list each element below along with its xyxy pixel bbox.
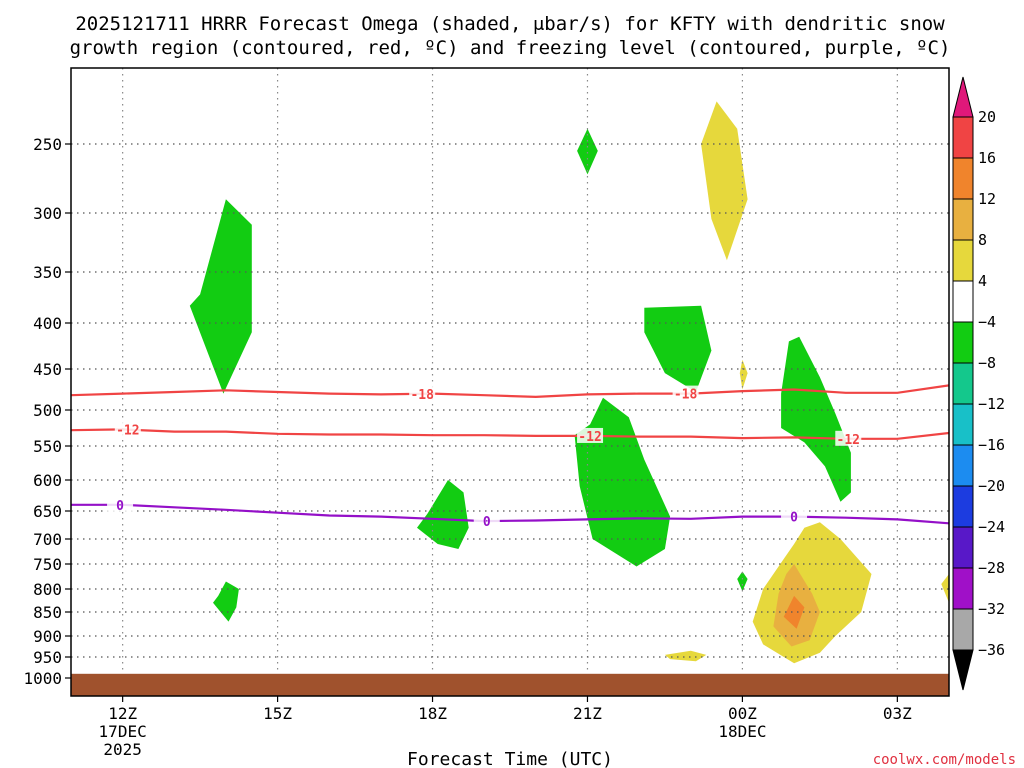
colorbar: 20 16 12 8 4 −4 −8 −12 −16 −20 −24 −28 −32 −36 [952, 76, 1005, 691]
x-tick-date-label: 17DEC [99, 722, 147, 741]
y-tick-label: 800 [33, 580, 62, 599]
colorbar-label: −20 [978, 477, 1005, 495]
contour-label-bg [114, 421, 141, 437]
contour-label-bg [473, 513, 500, 529]
colorbar-swatch [952, 239, 974, 282]
colorbar-swatch [952, 280, 974, 323]
omega-shade-region-9 [701, 101, 748, 261]
contour-label: -18 [674, 388, 698, 403]
contour-label: 0 [483, 515, 491, 530]
colorbar-label: −36 [978, 641, 1005, 659]
y-tick-label: 550 [33, 437, 62, 456]
plot-frame [70, 67, 950, 697]
colorbar-label: −12 [978, 395, 1005, 413]
colorbar-label: 8 [978, 231, 987, 249]
omega-shade-region-6 [417, 480, 469, 549]
chart-title-line2: growth region (contoured, red, ºC) and f… [70, 37, 951, 59]
y-tick-label: 1000 [23, 669, 62, 688]
y-tick-label: 850 [33, 603, 62, 622]
x-tick-label: 12Z [108, 704, 137, 723]
omega-shade-region-8 [737, 571, 748, 592]
contour-label-bg [409, 385, 436, 401]
contour-label-bg [107, 496, 134, 512]
ground-surface [71, 673, 949, 696]
contour-label-bg [835, 430, 862, 446]
colorbar-swatch [952, 198, 974, 241]
contour-label-bg [672, 385, 699, 401]
contour-label: 0 [116, 499, 124, 514]
colorbar-label: −24 [978, 518, 1005, 536]
colorbar-label: 12 [978, 190, 996, 208]
omega-shade-region-15 [783, 595, 805, 629]
colorbar-swatch [952, 444, 974, 487]
contour-label: 0 [790, 511, 798, 526]
y-tick-label: 650 [33, 502, 62, 521]
y-tick-label: 900 [33, 627, 62, 646]
colorbar-label: 4 [978, 272, 987, 290]
contour-line-1 [71, 384, 949, 399]
contour-label: -18 [410, 388, 434, 403]
y-tick-label: 600 [33, 471, 62, 490]
contour-label: -12 [116, 424, 139, 439]
colorbar-swatch [952, 157, 974, 200]
x-tick-year-label: 2025 [103, 740, 142, 759]
x-tick-label: 00Z [728, 704, 757, 723]
y-tick-label: 500 [33, 401, 62, 420]
x-tick-date-label: 18DEC [718, 722, 766, 741]
omega-shade-region-10 [739, 359, 748, 390]
colorbar-swatch [952, 116, 974, 159]
omega-shade-region-1 [189, 199, 252, 394]
contour-label-bg [781, 508, 808, 524]
colorbar-label: −8 [978, 354, 996, 372]
colorbar-swatch [952, 321, 974, 364]
colorbar-label: −28 [978, 559, 1005, 577]
colorbar-label: −32 [978, 600, 1005, 618]
omega-shade-region-13 [941, 574, 949, 603]
contour-label: -12 [837, 433, 860, 448]
colorbar-bottom-arrow [952, 649, 974, 691]
colorbar-top-arrow [952, 76, 974, 118]
y-tick-label: 750 [33, 555, 62, 574]
colorbar-swatch [952, 608, 974, 651]
colorbar-swatch [952, 526, 974, 569]
colorbar-label: 20 [978, 108, 996, 126]
x-axis-label: Forecast Time (UTC) [407, 749, 613, 768]
omega-shade-region-5 [781, 336, 851, 502]
contour-label-bg [577, 427, 604, 443]
omega-shade-region-7 [213, 581, 239, 622]
x-tick-label: 18Z [418, 704, 447, 723]
omega-shade-region-2 [577, 128, 598, 175]
y-tick-label: 400 [33, 314, 62, 333]
contour-label: -12 [578, 430, 601, 445]
x-tick-label: 21Z [573, 704, 602, 723]
colorbar-swatch [952, 567, 974, 610]
colorbar-label: −4 [978, 313, 996, 331]
omega-shade-region-3 [644, 305, 712, 392]
omega-shade-region-12 [664, 650, 707, 662]
y-tick-label: 700 [33, 530, 62, 549]
credit-text: coolwx.com/models [873, 752, 1016, 768]
colorbar-swatch [952, 362, 974, 405]
x-tick-label: 03Z [883, 704, 912, 723]
y-tick-label: 300 [33, 204, 62, 223]
colorbar-swatch [952, 485, 974, 528]
y-tick-label: 250 [33, 135, 62, 154]
colorbar-swatch [952, 403, 974, 446]
contour-line-3 [71, 428, 949, 440]
y-tick-label: 350 [33, 263, 62, 282]
chart-title-line1: 2025121711 HRRR Forecast Omega (shaded, … [75, 13, 945, 35]
y-tick-label: 950 [33, 648, 62, 667]
x-tick-label: 15Z [263, 704, 292, 723]
colorbar-label: 16 [978, 149, 996, 167]
colorbar-label: −16 [978, 436, 1005, 454]
y-tick-label: 450 [33, 360, 62, 379]
